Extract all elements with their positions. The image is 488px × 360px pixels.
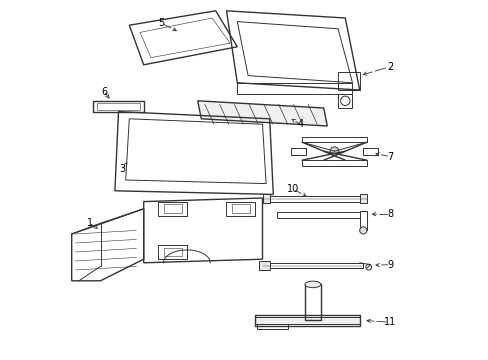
Text: 11: 11 — [384, 317, 396, 327]
Polygon shape — [262, 194, 269, 203]
Text: 10: 10 — [286, 184, 299, 194]
Polygon shape — [258, 261, 269, 270]
Text: 3: 3 — [119, 164, 125, 174]
Circle shape — [329, 147, 338, 156]
Text: 9: 9 — [386, 260, 392, 270]
Text: 2: 2 — [386, 62, 393, 72]
Polygon shape — [359, 194, 366, 203]
Text: 1: 1 — [86, 218, 93, 228]
Ellipse shape — [305, 281, 320, 288]
Circle shape — [359, 227, 366, 234]
Text: 7: 7 — [386, 152, 393, 162]
Polygon shape — [197, 101, 326, 126]
Text: 6: 6 — [101, 87, 107, 97]
Text: 5: 5 — [158, 18, 164, 28]
Polygon shape — [255, 317, 359, 324]
Text: 4: 4 — [297, 119, 303, 129]
Text: 8: 8 — [386, 209, 392, 219]
